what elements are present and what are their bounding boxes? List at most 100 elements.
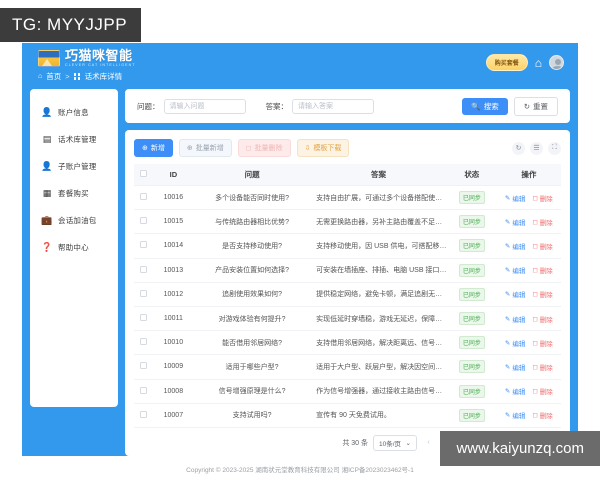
edit-button[interactable]: ✎ 编辑 [505, 338, 525, 348]
sidebar-item-sub-account[interactable]: 👤 子账户管理 [30, 153, 118, 180]
edit-button[interactable]: ✎ 编辑 [505, 314, 525, 324]
delete-button[interactable]: ◻ 删除 [532, 314, 552, 324]
user-avatar-icon[interactable] [549, 55, 564, 70]
table-row[interactable]: 10013 产品安装位置如何选择? 可安装在墙插座、排插、电脑 USB 接口等位… 已… [134, 258, 561, 283]
refresh-icon[interactable]: ↻ [512, 141, 525, 155]
table-row[interactable]: 10011 对游戏体验有何提升? 实现低延时穿墙稳，游戏无延迟，保障电竞等 已同步 ✎ 编… [134, 306, 561, 332]
row-select-cell[interactable] [134, 354, 153, 380]
row-checkbox[interactable] [139, 241, 147, 249]
cell-id: 10011 [152, 306, 195, 332]
add-button[interactable]: ⊕ 新增 [134, 139, 173, 157]
row-checkbox[interactable] [139, 362, 147, 370]
row-select-cell[interactable] [134, 185, 153, 211]
delete-button[interactable]: ◻ 删除 [532, 362, 552, 372]
sidebar-item-purchase-package[interactable]: ▦ 套餐购买 [30, 180, 118, 207]
row-select-cell[interactable] [134, 403, 153, 428]
row-select-cell[interactable] [134, 282, 153, 307]
cell-actions: ✎ 编辑 ◻ 删除 [496, 403, 561, 428]
delete-button[interactable]: ◻ 删除 [532, 386, 552, 396]
batch-add-button[interactable]: ⊕ 批量新增 [178, 139, 232, 157]
row-checkbox[interactable] [139, 410, 147, 418]
delete-button[interactable]: ◻ 删除 [532, 193, 552, 203]
edit-button[interactable]: ✎ 编辑 [505, 410, 525, 420]
table-row[interactable]: 10007 支持试用吗? 宣传有 90 天免费试用。 已同步 ✎ 编辑 ◻ 删除 [134, 403, 561, 428]
sidebar-item-session-pack[interactable]: 💼 会话加油包 [30, 207, 118, 234]
sidebar-item-label: 会话加油包 [58, 216, 97, 225]
row-actions: ✎ 编辑 ◻ 删除 [497, 362, 561, 372]
row-select-cell[interactable] [134, 330, 153, 356]
status-badge: 已同步 [458, 287, 485, 301]
columns-icon[interactable]: ☰ [530, 141, 543, 155]
select-all-checkbox[interactable] [139, 170, 147, 177]
page-size-select[interactable]: 10条/页 ⌄ [373, 434, 417, 451]
sidebar-item-account-info[interactable]: 👤 账户信息 [30, 99, 118, 126]
breadcrumb-home[interactable]: 首页 [46, 72, 62, 81]
row-select-cell[interactable] [134, 379, 153, 404]
edit-button[interactable]: ✎ 编辑 [505, 217, 525, 227]
row-select-cell[interactable] [134, 209, 153, 235]
row-checkbox[interactable] [139, 265, 147, 273]
sidebar-item-help-center[interactable]: ❓ 帮助中心 [30, 234, 118, 261]
table-row[interactable]: 10014 是否支持移动使用? 支持移动使用，因 USB 供电，可搭配移动电… 已同步… [134, 233, 561, 259]
cell-question: 多个设备能否同时使用? [194, 185, 311, 211]
row-checkbox[interactable] [139, 217, 147, 225]
cell-answer: 无需更换路由器，另补主路由覆盖不足，即插… [310, 209, 447, 235]
table-row[interactable]: 10009 适用于哪些户型? 适用于大户型、跃层户型，解决因空间大、墙 已同步 ✎ 编辑 ◻… [134, 354, 561, 380]
delete-button[interactable]: ◻ 删除 [532, 217, 552, 227]
batch-delete-button[interactable]: ◻ 批量删除 [237, 139, 291, 157]
cell-question: 是否支持移动使用? [194, 233, 311, 259]
row-actions: ✎ 编辑 ◻ 删除 [497, 217, 561, 227]
row-select-cell[interactable] [134, 258, 153, 283]
table-card: ⊕ 新增 ⊕ 批量新增 ◻ 批量删除 ⇩ 模板下 [125, 130, 570, 456]
answer-search-input[interactable]: 请输入答案 [292, 98, 374, 114]
delete-button[interactable]: ◻ 删除 [532, 338, 552, 348]
home-icon[interactable]: ⌂ [534, 55, 542, 70]
fullscreen-icon[interactable]: ⛶ [548, 141, 561, 155]
row-select-cell[interactable] [134, 233, 153, 259]
prev-page-button[interactable]: ‹ [422, 436, 435, 450]
delete-button[interactable]: ◻ 删除 [532, 410, 552, 420]
edit-button[interactable]: ✎ 编辑 [505, 193, 525, 203]
delete-button[interactable]: ◻ 删除 [532, 289, 552, 299]
edit-button[interactable]: ✎ 编辑 [505, 265, 525, 275]
table-toolbar: ⊕ 新增 ⊕ 批量新增 ◻ 批量删除 ⇩ 模板下 [134, 139, 561, 157]
cell-answer: 支持借用邻居网络，解决距离远、信号差的问… [310, 330, 447, 356]
cell-status: 已同步 [446, 306, 497, 332]
search-button[interactable]: 🔍 搜索 [462, 97, 508, 115]
select-all-header[interactable] [134, 164, 153, 186]
brand-logo-area[interactable]: 巧猫咪智能 CLEVER CAT INTELLIGENT [38, 49, 136, 68]
row-checkbox[interactable] [139, 314, 147, 322]
reset-button[interactable]: ↻ 重置 [513, 96, 558, 116]
script-table: ID 问题 答案 状态 操作 10016 多个设备能否同时使用? 支持自由扩展，可通… [134, 164, 561, 428]
cell-id: 10008 [152, 379, 195, 404]
sidebar-item-script-library[interactable]: ▤ 话术库管理 [30, 126, 118, 153]
row-checkbox[interactable] [139, 193, 147, 201]
cell-answer: 支持自由扩展，可通过多个设备搭配使用，全… [310, 185, 447, 211]
cell-id: 10010 [152, 330, 195, 356]
cell-question: 信号增强原理是什么? [194, 379, 311, 404]
buy-package-button[interactable]: 购买套餐 [485, 54, 528, 71]
edit-button[interactable]: ✎ 编辑 [505, 362, 525, 372]
edit-button[interactable]: ✎ 编辑 [505, 241, 525, 251]
cell-answer: 支持移动使用，因 USB 供电，可搭配移动电… [310, 233, 447, 259]
template-download-button[interactable]: ⇩ 模板下载 [296, 139, 350, 157]
delete-button[interactable]: ◻ 删除 [532, 241, 552, 251]
sidebar: 👤 账户信息 ▤ 话术库管理 👤 子账户管理 ▦ 套餐购买 💼 会话加 [30, 89, 118, 407]
row-checkbox[interactable] [139, 338, 147, 346]
cell-question: 适用于哪些户型? [194, 354, 311, 380]
cell-status: 已同步 [446, 403, 497, 428]
row-select-cell[interactable] [134, 306, 153, 332]
row-checkbox[interactable] [139, 386, 147, 394]
question-search-input[interactable]: 请输入问题 [163, 98, 246, 114]
delete-label: 删除 [539, 340, 553, 348]
row-checkbox[interactable] [139, 289, 147, 297]
edit-button[interactable]: ✎ 编辑 [505, 289, 525, 299]
delete-button[interactable]: ◻ 删除 [532, 265, 552, 275]
edit-button[interactable]: ✎ 编辑 [505, 386, 525, 396]
